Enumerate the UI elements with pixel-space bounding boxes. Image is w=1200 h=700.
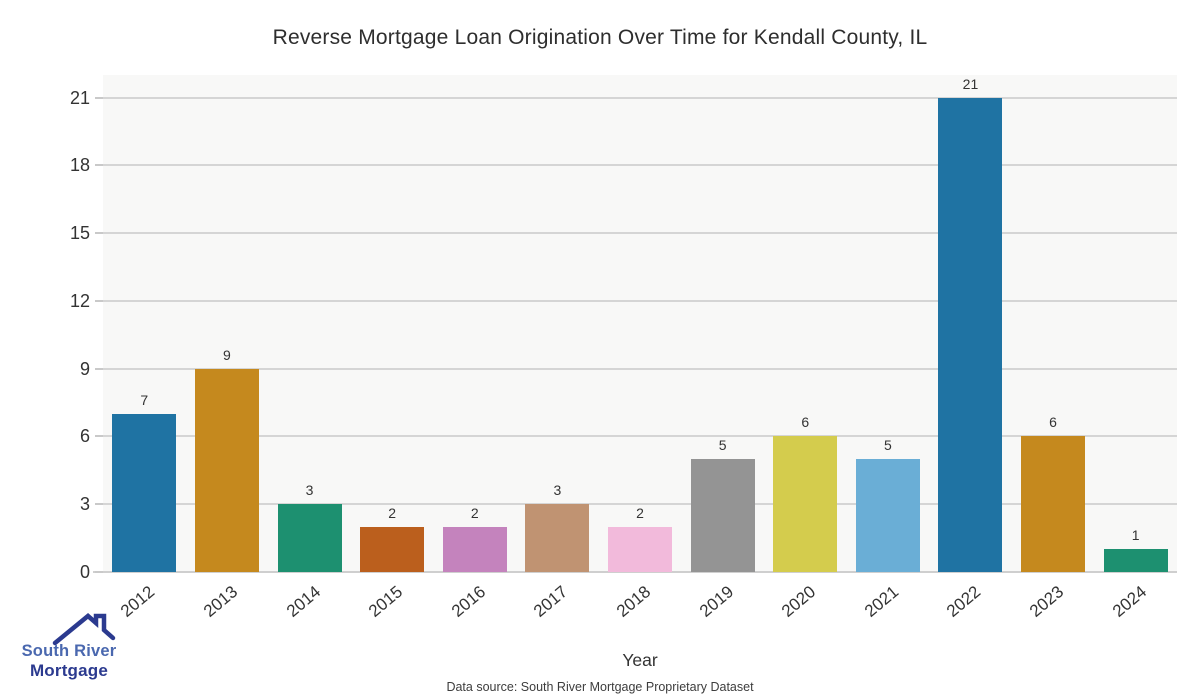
gridline-y21 (103, 96, 1177, 99)
x-axis-line (93, 571, 1177, 573)
logo-text-line2: Mortgage (29, 661, 109, 680)
logo-text-line1: South River (21, 642, 117, 660)
bar-2018 (608, 526, 672, 572)
bar-2013 (194, 368, 259, 572)
bar-value-label-2016: 2 (470, 504, 479, 521)
bar-value-label-2017: 3 (553, 482, 562, 499)
bar-2020 (773, 436, 838, 572)
plot-area: 7 9 3 2 2 3 2 5 6 5 21 6 1 (93, 75, 1177, 573)
bar-value-label-2013: 9 (223, 346, 231, 363)
gridline-y15 (103, 232, 1177, 235)
gridline-y6 (103, 435, 1177, 438)
bar-value-label-2019: 5 (718, 437, 727, 454)
y-tick-label-15: 15 (69, 223, 90, 244)
bar-2022 (938, 97, 1003, 572)
chart-title: Reverse Mortgage Loan Origination Over T… (272, 26, 928, 49)
bar-2014 (277, 504, 342, 572)
bar-2012 (112, 413, 177, 572)
gridline-y12 (103, 299, 1177, 302)
bar-value-label-2020: 6 (801, 414, 810, 431)
y-tick-mark-0 (95, 571, 103, 573)
y-tick-label-9: 9 (79, 358, 90, 379)
bar-value-label-2018: 2 (636, 504, 644, 521)
y-tick-mark-21 (95, 96, 103, 99)
y-tick-mark-6 (95, 435, 103, 438)
y-tick-label-0: 0 (79, 562, 90, 582)
bar-2021 (855, 459, 920, 572)
bar-value-label-2022: 21 (962, 75, 979, 92)
house-roof-icon (52, 613, 116, 646)
gridline-y9 (103, 367, 1177, 370)
y-tick-label-12: 12 (69, 290, 90, 311)
x-axis-title: Year (622, 650, 658, 670)
gridline-y18 (103, 164, 1177, 167)
y-tick-mark-3 (95, 503, 103, 506)
y-tick-mark-12 (95, 299, 103, 302)
y-tick-label-18: 18 (69, 155, 90, 176)
y-tick-mark-15 (95, 232, 103, 235)
y-tick-label-6: 6 (79, 426, 90, 447)
y-tick-mark-18 (95, 164, 103, 167)
bar-2024 (1103, 549, 1168, 572)
gridline-y3 (103, 503, 1177, 506)
y-tick-label-21: 21 (69, 87, 90, 108)
y-tick-label-3: 3 (79, 494, 90, 515)
bar-value-label-2024: 1 (1131, 527, 1140, 544)
bar-value-label-2012: 7 (140, 391, 149, 408)
y-tick-mark-9 (95, 367, 103, 370)
bar-2015 (360, 526, 425, 572)
south-river-mortgage-logo: South River Mortgage (16, 610, 124, 690)
data-source-note: Data source: South River Mortgage Propri… (446, 680, 754, 694)
bar-2019 (690, 459, 755, 572)
bar-2016 (442, 526, 507, 572)
bar-value-label-2014: 3 (305, 482, 314, 499)
bar-value-label-2021: 5 (883, 437, 892, 454)
bar-value-label-2015: 2 (388, 504, 397, 521)
bar-value-label-2023: 6 (1049, 414, 1057, 431)
bar-2017 (525, 504, 590, 572)
bar-2023 (1021, 436, 1086, 572)
